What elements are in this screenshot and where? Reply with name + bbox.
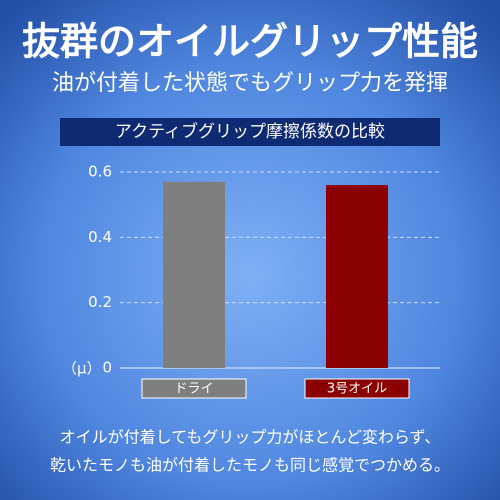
chart-title: アクティブグリップ摩擦係数の比較 [115,121,385,142]
title: 抜群のオイルグリップ性能 [22,20,478,64]
footer-line: オイルが付着してもグリップ力がほとんど変わらず、 [60,428,441,447]
bar [163,181,225,368]
y-axis-label: （μ） [62,360,102,378]
y-tick-label: 0.2 [88,293,112,311]
x-tick-label: ドライ [174,382,213,397]
y-tick-label: 0.4 [88,228,112,246]
bar [326,185,388,368]
x-tick-label: 3号オイル [327,382,387,397]
chart-title-banner [60,118,440,146]
y-tick-label: 0.6 [88,163,112,181]
y-tick-label: 0 [102,359,112,377]
category-label-box [141,378,247,399]
category-label-box [304,378,410,399]
footer-line: 乾いたモノも油が付着したモノも同じ感覚でつかめる。 [50,456,450,475]
subtitle: 油が付着した状態でもグリップ力を発揮 [52,71,448,96]
